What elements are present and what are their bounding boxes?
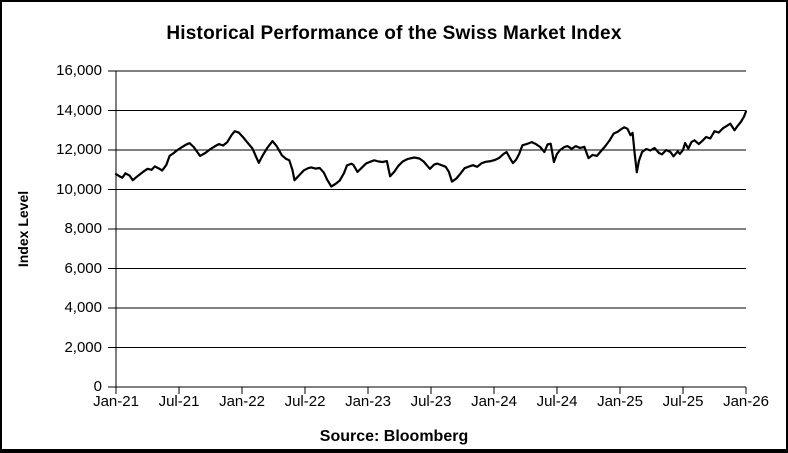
x-tick-label: Jan-21 [93, 393, 139, 410]
x-tick-label: Jan-26 [723, 393, 769, 410]
x-tick-label: Jan-23 [345, 393, 391, 410]
y-tick-label: 14,000 [56, 101, 102, 119]
series-line-swiss-market-index [114, 110, 748, 188]
x-tick-label: Jan-25 [597, 393, 643, 410]
y-tick-label: 10,000 [56, 180, 102, 198]
x-tick-label: Jul-21 [158, 393, 200, 410]
x-tick-label: Jan-24 [471, 393, 517, 410]
y-tick-label: 0 [93, 378, 102, 395]
y-tick-label: 2,000 [64, 338, 102, 356]
source-note: Source: Bloomberg [319, 428, 469, 445]
y-tick-label: 8,000 [64, 220, 102, 237]
y-tick-label: 6,000 [64, 259, 102, 277]
x-tick-label: Jan-22 [219, 393, 265, 410]
x-tick-label: Jul-24 [536, 393, 578, 410]
y-tick-label: 12,000 [56, 141, 102, 158]
y-tick-label: 4,000 [64, 299, 102, 316]
chart-title: Historical Performance of the Swiss Mark… [166, 23, 622, 44]
x-tick-label: Jul-22 [284, 393, 326, 410]
x-tick-label: Jul-23 [410, 393, 452, 410]
y-tick-label: 16,000 [56, 62, 102, 79]
x-tick-label: Jul-25 [662, 393, 704, 410]
